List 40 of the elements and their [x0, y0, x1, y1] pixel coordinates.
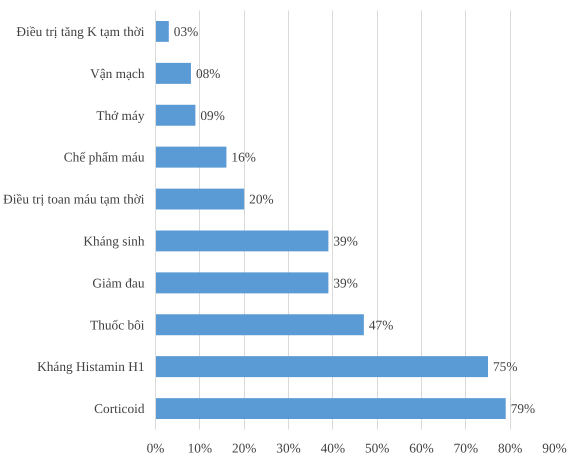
data-label: 20% [249, 192, 274, 207]
data-label: 16% [231, 150, 256, 165]
bar [156, 398, 506, 420]
y-tick-label: Kháng sinh [83, 233, 145, 248]
x-tick-label: 30% [276, 440, 301, 456]
y-tick-label: Thuốc bôi [90, 317, 145, 332]
bar [156, 188, 244, 210]
bar [156, 146, 226, 168]
bar [156, 20, 169, 42]
bar [156, 104, 196, 126]
data-label: 09% [200, 108, 225, 123]
data-label: 39% [333, 233, 358, 248]
y-tick-label: Corticoid [94, 401, 145, 416]
x-tick-label: 50% [364, 440, 390, 456]
y-tick-label: Điều trị tăng K tạm thời [16, 24, 145, 39]
x-tick-label: 60% [409, 440, 434, 456]
bar [156, 230, 328, 252]
bar [156, 356, 488, 378]
x-tick-label: 0% [146, 440, 164, 456]
y-tick-label: Giảm đau [92, 275, 145, 290]
y-tick-label: Chế phẩm máu [64, 150, 145, 165]
y-tick-label: Vận mạch [90, 66, 145, 81]
data-label: 03% [174, 24, 198, 39]
y-tick-label: Kháng Histamin H1 [37, 359, 145, 374]
data-label: 39% [333, 275, 358, 290]
x-tick-label: 10% [188, 440, 212, 456]
x-tick-label: 20% [232, 440, 256, 456]
x-tick-label: 80% [498, 440, 522, 456]
bar [156, 272, 328, 294]
x-tick-label: 90% [542, 440, 567, 456]
data-label: 79% [510, 401, 536, 416]
x-tick-label: 40% [320, 440, 346, 456]
x-tick-label: 70% [454, 440, 478, 456]
bar [156, 62, 191, 84]
y-tick-label: Thở máy [96, 108, 145, 123]
y-tick-label: Điều trị toan máu tạm thời [3, 192, 145, 207]
bar [156, 314, 364, 336]
data-label: 47% [368, 317, 394, 332]
data-label: 08% [196, 66, 220, 81]
data-label: 75% [493, 359, 518, 374]
